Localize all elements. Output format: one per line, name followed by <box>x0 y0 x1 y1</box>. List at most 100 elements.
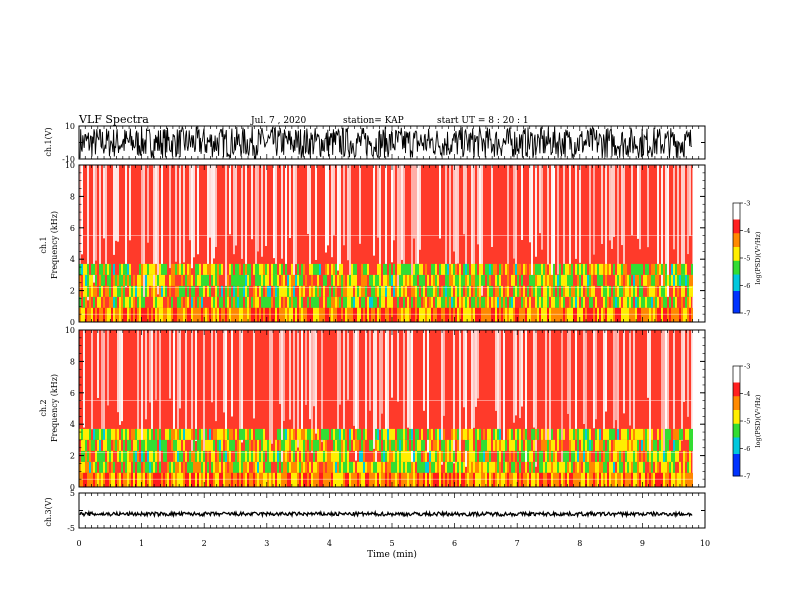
spectrogram-cell <box>323 428 325 440</box>
spectrogram-cell <box>91 263 93 275</box>
spectrogram-cell <box>689 472 691 487</box>
spectrogram-cell <box>431 296 433 308</box>
spectrogram-cell <box>481 472 483 487</box>
spectrogram-cell <box>377 461 379 473</box>
spectrogram-cell <box>511 296 513 308</box>
colorbar-tick-label: -7 <box>744 310 750 318</box>
spectrogram-cell <box>171 274 173 286</box>
spectrogram-cell <box>619 461 621 473</box>
spectrogram-cell <box>203 330 205 466</box>
spectrogram-cell <box>303 285 305 297</box>
spectrogram-cell <box>651 461 653 473</box>
spectrogram-cell <box>111 428 113 440</box>
spectrogram-cell <box>449 165 451 270</box>
spectrogram-cell <box>151 330 153 435</box>
spectrogram-cell <box>553 285 555 297</box>
spectrogram-cell <box>195 472 197 487</box>
spectrogram-cell <box>589 307 591 322</box>
spectrogram-cell <box>681 330 683 441</box>
spectrogram-cell <box>409 274 411 286</box>
spectrogram-cell <box>409 472 411 487</box>
spectrogram-cell <box>313 461 315 473</box>
spectrogram-cell <box>497 439 499 451</box>
spectrogram-cell <box>641 428 643 440</box>
spectrogram-cell <box>401 165 403 260</box>
spectrogram-cell <box>151 450 153 462</box>
spectrogram-cell <box>567 461 569 473</box>
spectrogram-cell <box>601 461 603 473</box>
spectrogram-cell <box>343 296 345 308</box>
spectrogram-cell <box>387 296 389 308</box>
spectrogram-cell <box>435 307 437 322</box>
spectrogram-cell <box>349 274 351 286</box>
spectrogram-cell <box>273 307 275 322</box>
spectrogram-cell <box>353 472 355 487</box>
spectrogram-cell <box>317 296 319 308</box>
spectrogram-cell <box>519 263 521 275</box>
spectrogram-cell <box>493 428 495 440</box>
spectrogram-cell <box>549 285 551 297</box>
spectrogram-cell <box>563 472 565 487</box>
spectrogram-cell <box>373 285 375 297</box>
spectrogram-cell <box>147 439 149 451</box>
spectrogram-cell <box>433 307 435 322</box>
spectrogram-cell <box>473 296 475 308</box>
spectrogram-cell <box>497 450 499 462</box>
spectrogram-cell <box>347 330 349 400</box>
spectrogram-cell <box>539 461 541 473</box>
spectrogram-cell <box>445 274 447 286</box>
spectrogram-cell <box>411 472 413 487</box>
spectrogram-cell <box>167 307 169 322</box>
spectrogram-cell <box>437 439 439 451</box>
spectrogram-cell <box>573 296 575 308</box>
spectrogram-cell <box>585 307 587 322</box>
spectrogram-cell <box>185 450 187 462</box>
x-tick-label: 6 <box>452 539 457 548</box>
spectrogram-cell <box>513 274 515 286</box>
spectrogram-cell <box>587 450 589 462</box>
spectrogram-cell <box>671 307 673 322</box>
spectrogram-cell <box>289 428 291 440</box>
spectrogram-cell <box>157 428 159 440</box>
spectrogram-cell <box>95 428 97 440</box>
spectrogram-cell <box>405 450 407 462</box>
spectrogram-cell <box>579 428 581 440</box>
spectrogram-cell <box>363 472 365 487</box>
spectrogram-cell <box>91 461 93 473</box>
spectrogram-cell <box>217 307 219 322</box>
spectrogram-cell <box>113 472 115 487</box>
spectrogram-cell <box>667 330 669 453</box>
spectrogram-cell <box>691 330 693 438</box>
spectrogram-cell <box>343 450 345 462</box>
spectrogram-cell <box>161 263 163 275</box>
spectrogram-cell <box>265 263 267 275</box>
spectrogram-cell <box>595 472 597 487</box>
spectrogram-cell <box>293 428 295 440</box>
spectrogram-cell <box>125 296 127 308</box>
spectrogram-cell <box>339 472 341 487</box>
spectrogram-cell <box>469 472 471 487</box>
spectrogram-cell <box>139 263 141 275</box>
spectrogram-cell <box>463 450 465 462</box>
colorbar-segment <box>733 423 740 438</box>
spectrogram-cell <box>507 285 509 297</box>
spectrogram-cell <box>473 285 475 297</box>
spectrogram-cell <box>231 428 233 440</box>
spectrogram-cell <box>211 274 213 286</box>
spectrogram-cell <box>609 439 611 451</box>
spectrogram-cell <box>305 274 307 286</box>
spectrogram-cell <box>541 307 543 322</box>
spectrogram-cell <box>503 472 505 487</box>
spectrogram-cell <box>129 296 131 308</box>
spectrogram-cell <box>597 461 599 473</box>
spectrogram-cell <box>191 461 193 473</box>
spectrogram-cell <box>187 461 189 473</box>
spectrogram-cell <box>125 263 127 275</box>
spectrogram-cell <box>549 450 551 462</box>
spectrogram-cell <box>603 307 605 322</box>
spectrogram-cell <box>581 450 583 462</box>
spectrogram-cell <box>499 472 501 487</box>
spectrogram-cell <box>523 472 525 487</box>
spectrogram-cell <box>117 330 119 413</box>
spectrogram-cell <box>491 165 493 247</box>
